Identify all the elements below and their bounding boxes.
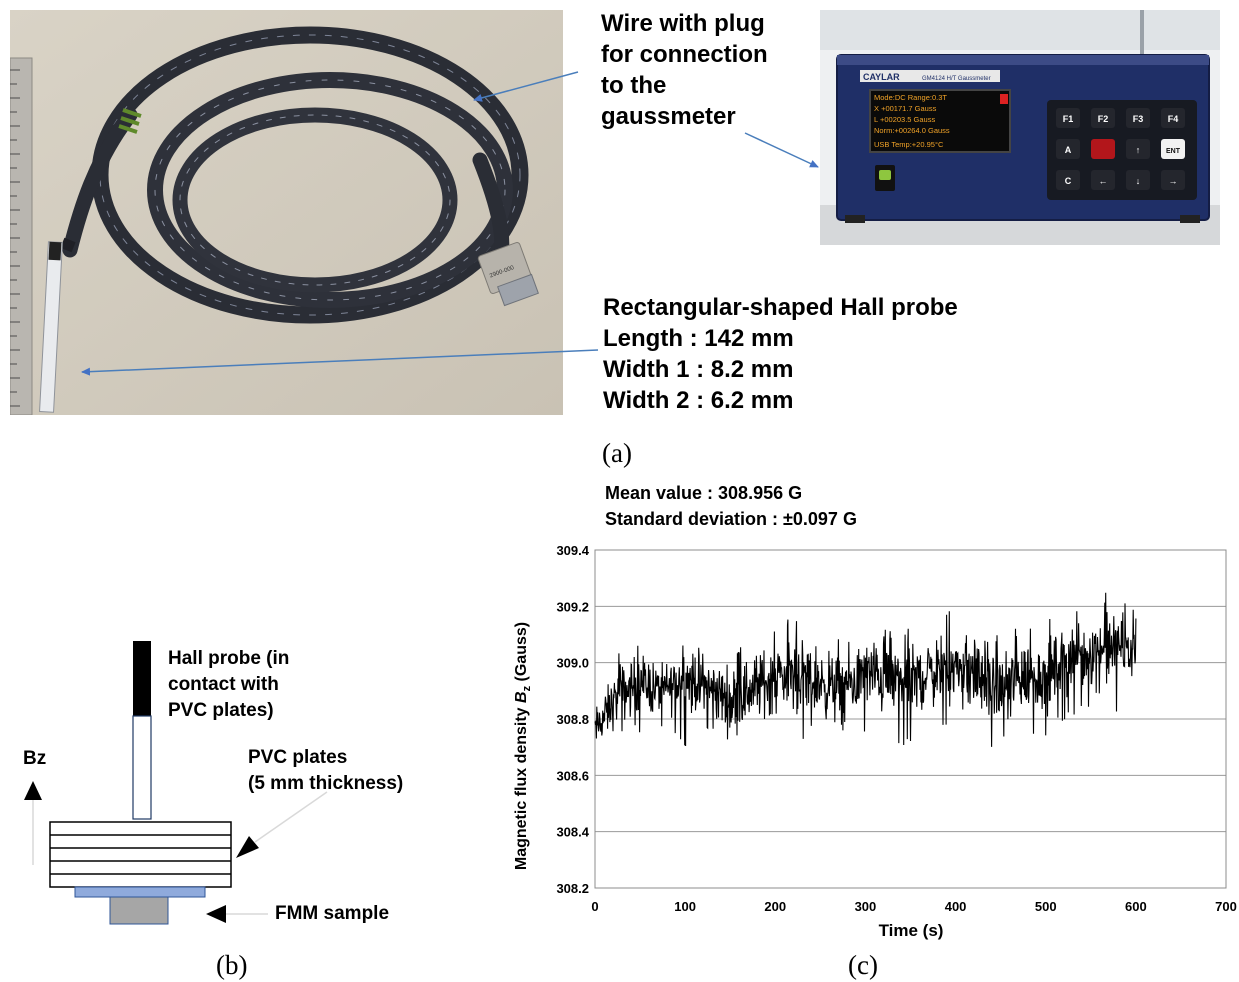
wire-callout-line: for connection (601, 41, 768, 68)
key-right: → (1169, 176, 1178, 186)
y-tick-label: 308.2 (556, 881, 589, 896)
wire-callout: Wire with plug for connection to the gau… (601, 8, 768, 132)
probe-callout-line: Rectangular-shaped Hall probe (603, 294, 958, 321)
plot-frame (594, 549, 1227, 889)
y-tick-label: 308.4 (556, 825, 589, 840)
screen-line-4: Norm:+00264.0 Gauss (874, 126, 950, 135)
bz-arrow-head (24, 781, 42, 800)
y-axis-label-sub: z (521, 685, 533, 691)
key-f2: F2 (1098, 114, 1109, 124)
standard-deviation: Standard deviation : ±0.097 G (605, 509, 857, 529)
key-f4: F4 (1168, 114, 1179, 124)
x-tick-label: 700 (1215, 899, 1237, 914)
d-sub-connector: 2900-000 (477, 242, 539, 307)
hall-probe-stick (39, 237, 76, 413)
arrow-wire (473, 71, 579, 102)
wire-callout-line: gaussmeter (601, 103, 736, 130)
keypad: F1 F2 F3 F4 A ↑ ENT C ← ↓ → (1056, 108, 1185, 190)
screen-line-1: Mode:DC Range:0.3T (874, 93, 947, 102)
y-axis-label: Magnetic flux density Bz (Gauss) (513, 622, 533, 870)
y-axis-label-unit: (Gauss) (513, 622, 530, 686)
hall-probe-label-line: PVC plates) (168, 700, 274, 721)
x-tick-label: 400 (945, 899, 967, 914)
key-a: A (1065, 145, 1072, 155)
x-tick-label: 0 (591, 899, 598, 914)
pvc-plates (49, 821, 232, 888)
panel-b: Hall probe (in contact with PVC plates) … (0, 470, 480, 982)
y-tick-label: 309.4 (556, 543, 589, 558)
flux-chart: 0 100 200 300 400 500 600 700 308.2308.4308.630… (513, 543, 1237, 940)
support-plate (74, 886, 206, 898)
fmm-pointer-head (206, 905, 226, 923)
gaussmeter-photo: CAYLAR GM4124 H/T Gaussmeter Mode:DC Ran… (820, 10, 1220, 245)
key-c: C (1065, 176, 1072, 186)
screen-line-2: X +00171.7 Gauss (874, 104, 937, 113)
panel-a: 2900-000 CAYLAR GM4124 H/T Gaussmeter Mo… (0, 0, 1239, 470)
y-tick-label: 308.8 (556, 712, 589, 727)
panel-c-label: (c) (848, 950, 878, 980)
hall-probe-body (132, 715, 152, 820)
x-tick-label: 500 (1035, 899, 1057, 914)
probe-callout-line: Length : 142 mm (603, 325, 794, 352)
ruler (10, 57, 33, 415)
wire-callout-line: to the (601, 72, 667, 99)
gaussmeter-brand: CAYLAR (863, 72, 900, 82)
pvc-label-line: PVC plates (248, 747, 348, 768)
pvc-label: PVC plates (5 mm thickness) (248, 745, 403, 797)
x-tick-label: 300 (855, 899, 877, 914)
cable-green-bands (118, 108, 142, 134)
fmm-sample (109, 896, 169, 925)
arrow-gaussmeter (744, 132, 819, 168)
setup-diagram (24, 641, 328, 925)
hall-probe-label-line: contact with (168, 674, 279, 695)
key-left: ← (1099, 176, 1108, 186)
gaussmeter-model: GM4124 H/T Gaussmeter (922, 76, 991, 82)
key-down: ↓ (1136, 176, 1141, 186)
screen-line-5: USB Temp:+20.95°C (874, 140, 944, 149)
key-ent: ENT (1166, 148, 1181, 155)
bz-label: Bz (23, 748, 47, 769)
hall-probe-label: Hall probe (in contact with PVC plates) (168, 646, 289, 724)
x-tick-label: 200 (764, 899, 786, 914)
x-tick-label: 100 (674, 899, 696, 914)
y-axis-label-main: Magnetic flux density (513, 703, 530, 870)
x-tick-label: 600 (1125, 899, 1147, 914)
mean-value: Mean value : 308.956 G (605, 483, 803, 503)
panel-b-label: (b) (216, 950, 248, 980)
y-axis-label-var: B (513, 691, 530, 703)
panel-c: Mean value : 308.956 G Standard deviatio… (480, 470, 1239, 982)
stats-block: Mean value : 308.956 G Standard deviatio… (605, 480, 857, 532)
probe-cable-photo: 2900-000 (10, 10, 563, 415)
panel-a-label: (a) (602, 438, 632, 468)
wire-callout-line: Wire with plug (601, 10, 765, 37)
y-tick-label: 309.0 (556, 656, 589, 671)
key-up: ↑ (1136, 145, 1141, 155)
callout-arrows (81, 71, 819, 376)
key-f3: F3 (1133, 114, 1144, 124)
hall-probe-label-line: Hall probe (in (168, 648, 290, 669)
probe-callout-line: Width 1 : 8.2 mm (603, 356, 794, 383)
x-axis-label: Time (s) (879, 921, 944, 940)
pvc-label-line: (5 mm thickness) (248, 773, 404, 794)
pvc-pointer-line (254, 791, 328, 843)
probe-callout-line: Width 2 : 6.2 mm (603, 387, 794, 414)
fmm-label: FMM sample (275, 903, 390, 924)
hall-probe-head (133, 641, 151, 716)
y-tick-label: 308.6 (556, 768, 589, 783)
y-tick-labels: 308.2 308.4 308.6 308.8 309.0 309.2 309.4 (556, 543, 589, 896)
series-line (594, 592, 1137, 747)
pvc-pointer-head (236, 836, 259, 858)
arrow-probe (81, 349, 599, 376)
probe-callout: Rectangular-shaped Hall probe Length : 1… (603, 292, 958, 416)
x-tick-labels: 0 100 200 300 400 500 600 700 (591, 899, 1236, 914)
y-tick-label: 309.2 (556, 599, 589, 614)
key-f1: F1 (1063, 114, 1074, 124)
screen-line-3: L +00203.5 Gauss (874, 115, 935, 124)
